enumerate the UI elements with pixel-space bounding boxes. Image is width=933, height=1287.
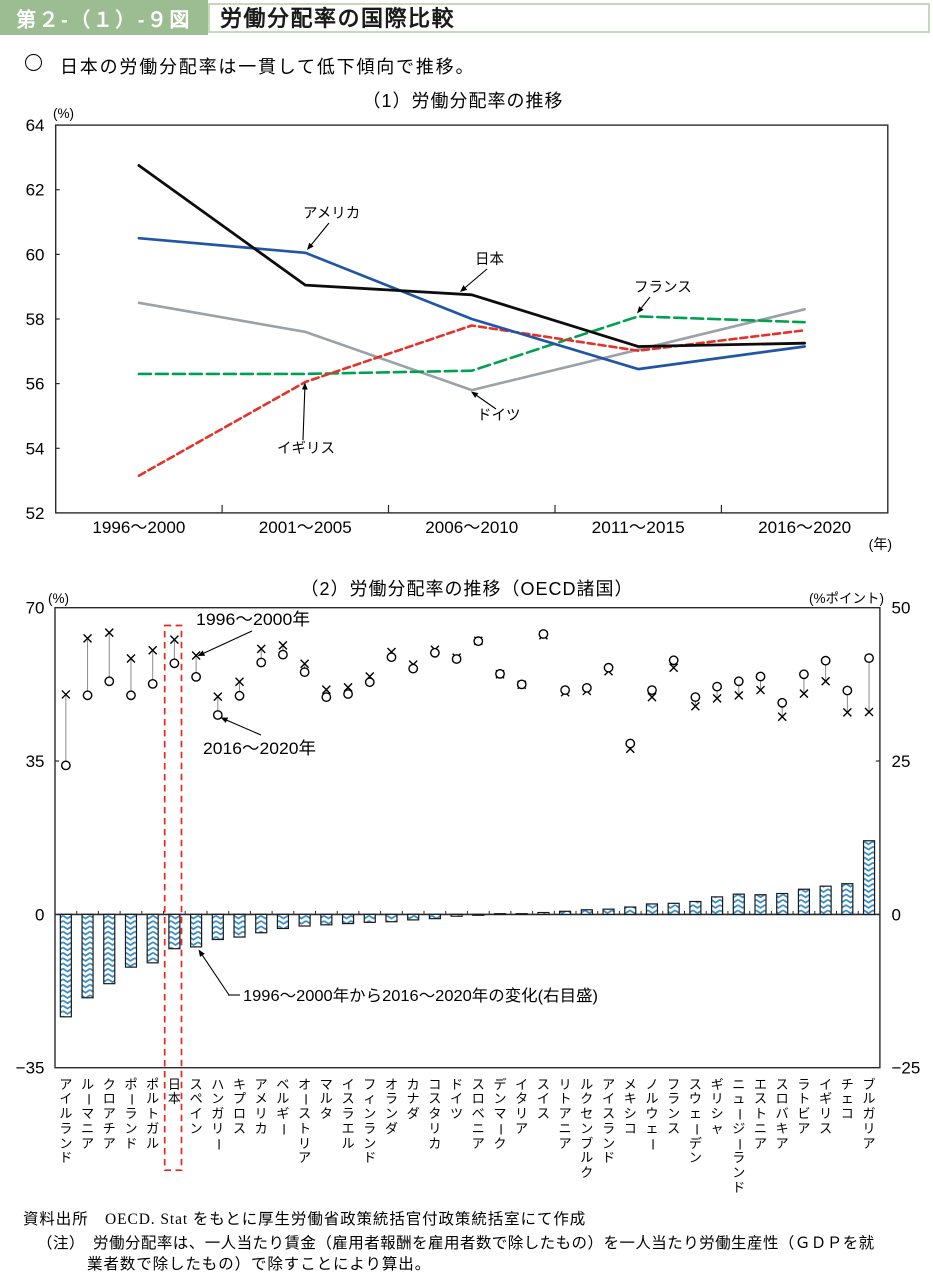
svg-text:2001～2005: 2001～2005 [259, 518, 352, 537]
svg-text:70: 70 [26, 599, 45, 618]
svg-text:64: 64 [26, 116, 45, 135]
svg-text:ドイツ: ドイツ [477, 408, 521, 424]
svg-text:イギリス: イギリス [277, 440, 335, 457]
svg-text:アメリカ: アメリカ [303, 206, 360, 222]
svg-text:（1）労働分配率の推移: （1）労働分配率の推移 [362, 91, 563, 111]
svg-text:62: 62 [26, 181, 45, 200]
svg-text:54: 54 [26, 439, 45, 458]
svg-text:25: 25 [892, 752, 911, 771]
svg-text:35: 35 [26, 752, 45, 771]
svg-text:2016～2020: 2016～2020 [758, 518, 851, 537]
svg-text:52: 52 [26, 504, 45, 523]
svg-text:−25: −25 [892, 1059, 921, 1078]
svg-text:2006～2010: 2006～2010 [425, 518, 518, 537]
svg-text:0: 0 [892, 905, 901, 924]
svg-text:1996～2000: 1996～2000 [92, 518, 185, 537]
svg-text:(%): (%) [48, 591, 69, 606]
svg-text:0: 0 [35, 905, 44, 924]
svg-text:(%): (%) [53, 106, 74, 121]
svg-text:1996～2000年: 1996～2000年 [196, 610, 310, 629]
svg-text:2011～2015: 2011～2015 [592, 518, 685, 537]
svg-text:50: 50 [892, 599, 911, 618]
svg-text:1996～2000年から2016～2020年の変化(右目盛): 1996～2000年から2016～2020年の変化(右目盛) [243, 987, 598, 1005]
svg-text:56: 56 [26, 375, 45, 394]
svg-text:−35: −35 [16, 1059, 45, 1078]
svg-text:(年): (年) [869, 536, 892, 552]
svg-text:（2）労働分配率の推移（OECD諸国）: （2）労働分配率の推移（OECD諸国） [300, 579, 633, 599]
svg-text:2016～2020年: 2016～2020年 [203, 739, 316, 758]
svg-text:60: 60 [26, 245, 45, 264]
svg-text:フランス: フランス [634, 280, 692, 296]
svg-text:日本: 日本 [475, 251, 504, 268]
svg-text:(%ポイント): (%ポイント) [809, 591, 884, 606]
svg-text:58: 58 [26, 310, 45, 329]
